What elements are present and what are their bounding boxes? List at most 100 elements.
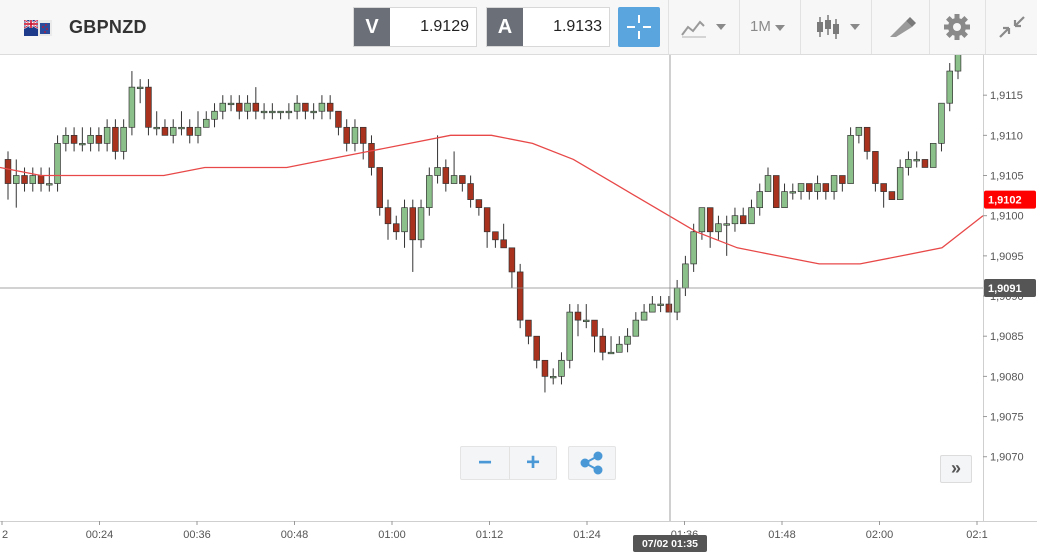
candle-down <box>706 207 714 233</box>
crosshair-time-tag-text: 07/02 01:35 <box>642 538 698 550</box>
candle-up <box>549 376 557 379</box>
candle-down <box>409 207 417 241</box>
candle-up <box>203 118 210 128</box>
candle-up <box>673 287 681 313</box>
candle-up <box>211 110 218 120</box>
candle-up <box>558 359 565 377</box>
candle-up <box>830 175 838 192</box>
candle-up <box>632 319 640 337</box>
share-icon <box>580 451 603 475</box>
sell-quote-button[interactable]: V 1.9129 <box>353 7 477 47</box>
candle-up <box>29 175 37 184</box>
candle-up <box>227 102 235 106</box>
candle-down <box>376 167 383 209</box>
zoom-out-button[interactable]: − <box>461 447 510 479</box>
candle-down <box>343 126 350 144</box>
chart-toolbar: GBPNZD V 1.9129 A 1.9133 1M <box>0 0 1037 55</box>
candle-down <box>475 199 483 209</box>
price-chart[interactable]: 1,91151,91101,91051,91001,90951,90901,90… <box>0 55 1037 557</box>
candle-down <box>112 126 119 152</box>
candle-up <box>79 143 86 146</box>
x-tick-label: 2 <box>2 529 8 541</box>
candle-up <box>938 102 945 144</box>
collapse-button[interactable] <box>990 7 1034 47</box>
y-tick-label: 1,9080 <box>990 371 1024 383</box>
x-tick-label: 00:36 <box>183 529 211 541</box>
candle-up <box>583 319 590 322</box>
candle-down <box>739 215 747 225</box>
candle-up <box>929 143 937 168</box>
candle-up <box>731 215 739 225</box>
candle-up <box>896 167 904 200</box>
candle-down <box>359 126 367 144</box>
moving-average-tag-text: 1,9102 <box>988 195 1022 207</box>
candle-up <box>607 351 615 355</box>
crosshair-price-tag-text: 1,9091 <box>988 283 1022 295</box>
candle-up <box>120 126 127 152</box>
candle-up <box>847 134 854 184</box>
candle-up <box>450 175 458 184</box>
candle-down <box>335 110 342 128</box>
candle-up <box>715 223 722 233</box>
candle-down <box>508 247 516 273</box>
gear-icon <box>944 14 970 40</box>
x-tick-label: 02:00 <box>866 529 894 541</box>
y-tick-label: 1,9110 <box>990 130 1023 142</box>
candle-down <box>500 239 507 249</box>
scroll-forward-button[interactable]: » <box>940 455 972 483</box>
candle-up <box>814 183 821 192</box>
moving-average-tag <box>984 190 1036 209</box>
candle-down <box>459 175 466 184</box>
y-tick-label: 1,9115 <box>990 90 1023 102</box>
candle-down <box>186 126 193 136</box>
candle-up <box>781 191 788 209</box>
candle-down <box>21 175 28 184</box>
candle-up <box>698 207 706 233</box>
candle-down <box>574 311 582 321</box>
drawing-tools-button[interactable] <box>880 7 924 47</box>
candle-down <box>665 303 673 313</box>
y-tick-label: 1,9085 <box>990 331 1024 343</box>
candle-up <box>682 263 689 289</box>
buy-quote-button[interactable]: A 1.9133 <box>486 7 610 47</box>
candle-down <box>806 183 813 192</box>
share-button[interactable] <box>568 446 616 480</box>
sell-price: 1.9129 <box>420 18 469 35</box>
candle-down <box>37 175 45 184</box>
candle-down <box>822 183 830 192</box>
candle-up <box>426 175 433 209</box>
candle-up <box>128 86 136 128</box>
candle-up <box>690 231 697 265</box>
candle-up <box>946 70 953 104</box>
y-tick-label: 1,9105 <box>990 171 1024 183</box>
candle-down <box>393 223 400 233</box>
y-tick-label: 1,9070 <box>990 452 1024 464</box>
candle-up <box>913 159 920 162</box>
timeframe-selector[interactable]: 1M <box>750 18 786 35</box>
candle-down <box>773 175 780 209</box>
indicators-button[interactable] <box>676 7 734 47</box>
candle-up <box>756 191 763 209</box>
settings-button[interactable] <box>935 7 979 47</box>
zoom-in-button[interactable]: + <box>525 449 540 476</box>
candle-up <box>351 126 359 144</box>
candle-down <box>872 151 879 184</box>
crosshair-button[interactable] <box>618 7 660 47</box>
candle-down <box>483 207 491 233</box>
candle-up <box>318 102 326 112</box>
candle-up <box>46 183 53 186</box>
candle-down <box>4 159 12 184</box>
candle-up <box>640 311 648 321</box>
candle-up <box>153 126 160 130</box>
chart-type-button[interactable] <box>808 7 864 47</box>
candle-up <box>624 335 631 345</box>
candle-up <box>855 126 863 136</box>
candlestick-icon <box>817 15 839 39</box>
candle-up <box>219 102 227 112</box>
candle-down <box>384 207 392 225</box>
candle-up <box>310 110 317 114</box>
gb-nz-flag-icon <box>24 20 52 36</box>
x-tick-label: 02:1 <box>966 529 987 541</box>
candle-up <box>417 207 425 241</box>
candle-down <box>492 231 499 241</box>
